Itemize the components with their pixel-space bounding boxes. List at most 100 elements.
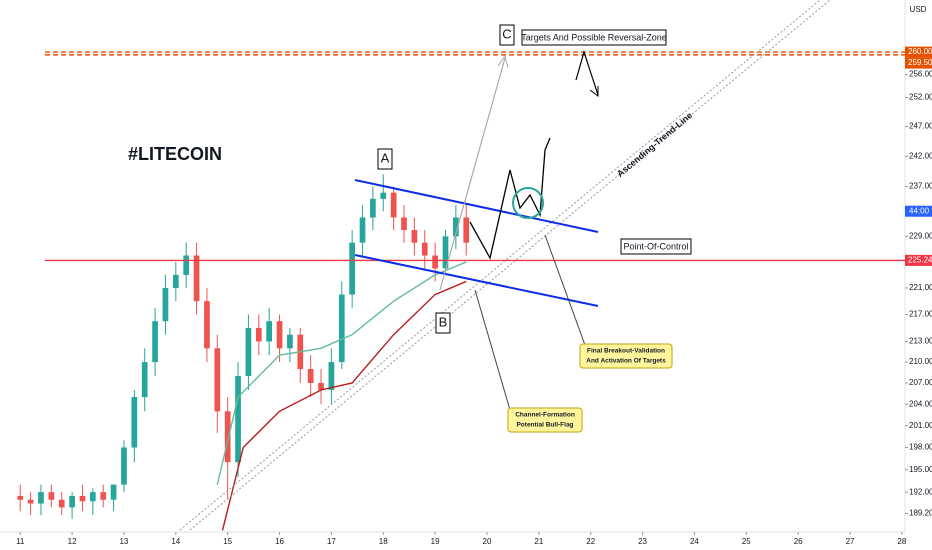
candle-body <box>204 301 210 349</box>
candle-body <box>411 230 418 243</box>
x-tick-label: 21 <box>534 537 543 546</box>
candle-body <box>100 492 107 500</box>
x-tick-label: 22 <box>586 537 595 546</box>
wave-label: C <box>502 26 511 41</box>
candle-body <box>141 362 148 398</box>
candle-body <box>131 397 138 448</box>
y-tick-label: 210.00 <box>909 357 932 366</box>
candle-body <box>432 255 438 269</box>
y-tick-label: 242.00 <box>909 151 932 160</box>
projection-arrow <box>439 57 506 291</box>
label-box <box>377 148 393 170</box>
candle-body <box>255 327 262 342</box>
plot: 256.00 252.00 247.00 242.00 237.00 229.00 221.… <box>16 51 932 546</box>
candle-body <box>287 334 293 349</box>
price-label-bg <box>905 46 932 58</box>
y-tick-label: 213.00 <box>909 337 932 346</box>
arrow-head <box>589 86 599 97</box>
callout-text: Potential Bull-Flag <box>516 422 573 429</box>
x-tick-label: 11 <box>16 537 25 546</box>
candle-body <box>38 492 44 504</box>
channel-upper <box>354 179 599 233</box>
candle-body <box>214 348 221 412</box>
moving-average <box>216 261 467 485</box>
callout-box <box>507 407 583 433</box>
candle-body <box>338 294 345 363</box>
y-tick-label: 237.00 <box>909 182 932 191</box>
x-tick-label: 18 <box>379 537 388 546</box>
y-tick-label: 229.00 <box>909 231 932 240</box>
label-box <box>620 238 692 255</box>
candle-body <box>193 255 200 302</box>
y-tick-label: 201.00 <box>909 421 932 430</box>
candle-body <box>152 321 158 363</box>
x-tick-label: 13 <box>119 537 128 546</box>
candle-body <box>370 198 376 218</box>
candle-body <box>328 362 335 390</box>
y-tick-label: 204.00 <box>909 399 932 408</box>
candle-body <box>69 495 75 508</box>
x-tick-label: 17 <box>327 537 336 546</box>
chart-title: #LITECOIN <box>128 144 222 164</box>
y-tick-label: 256.00 <box>909 70 932 79</box>
y-tick-label: 195.00 <box>909 465 932 474</box>
candle-body <box>463 217 470 243</box>
x-tick-label: 25 <box>742 537 751 546</box>
trend-line <box>179 0 821 531</box>
annotation: Point-Of-Control <box>623 241 688 251</box>
candle-body <box>401 217 407 231</box>
candle-body <box>380 192 387 199</box>
callout-pointer <box>544 234 620 346</box>
x-tick-label: 24 <box>690 537 699 546</box>
candle-body <box>235 375 241 463</box>
annotation: Targets And Possible Reversal-Zone <box>521 32 667 42</box>
candle-body <box>224 411 231 463</box>
candle-body <box>121 447 127 485</box>
x-tick-label: 23 <box>638 537 647 546</box>
countdown: 44:00 <box>909 206 930 215</box>
candle-body <box>266 321 273 342</box>
x-tick-label: 20 <box>483 537 492 546</box>
label-box <box>499 24 515 46</box>
trend-line <box>189 0 831 531</box>
candle-body <box>17 495 24 500</box>
x-tick-label: 16 <box>275 537 284 546</box>
price-label: 259.50 <box>908 58 932 67</box>
wave-label: A <box>381 150 390 165</box>
y-tick-label: 192.00 <box>909 487 932 496</box>
y-tick-label: 189.20 <box>909 509 932 518</box>
candle-body <box>453 217 459 237</box>
candle-body <box>48 492 55 500</box>
breakout-circle <box>512 187 544 219</box>
candle-body <box>79 495 86 502</box>
callout-text: Final Breakout-Validation <box>587 348 665 355</box>
x-tick-label: 27 <box>846 537 855 546</box>
candle-body <box>110 484 117 500</box>
price-label-bg <box>905 254 932 266</box>
y-tick-label: 198.00 <box>909 443 932 452</box>
price-label: 225.24 <box>908 256 932 265</box>
candle-body <box>390 192 397 218</box>
candle-body <box>183 255 190 275</box>
y-tick-label: 247.00 <box>909 122 932 131</box>
moving-average <box>221 280 467 531</box>
reversal-arrow <box>575 49 599 96</box>
drawings <box>179 0 831 531</box>
currency: USD <box>910 5 927 14</box>
callout-text: And Activation Of Targets <box>586 358 666 365</box>
x-tick-label: 14 <box>171 537 180 546</box>
y-tick-label: 252.00 <box>909 93 932 102</box>
x-tick-label: 28 <box>897 537 906 546</box>
x-tick-label: 15 <box>223 537 232 546</box>
annotation: Ascending-Trend-Line <box>615 110 694 179</box>
x-tick-label: 12 <box>68 537 77 546</box>
callout-text: Channel-Formation <box>515 412 575 419</box>
candle-body <box>421 242 428 256</box>
price-label-bg <box>905 57 932 69</box>
x-tick-label: 19 <box>431 537 440 546</box>
projection-path <box>469 137 551 260</box>
candle-body <box>442 236 449 269</box>
callout-box <box>579 343 673 369</box>
